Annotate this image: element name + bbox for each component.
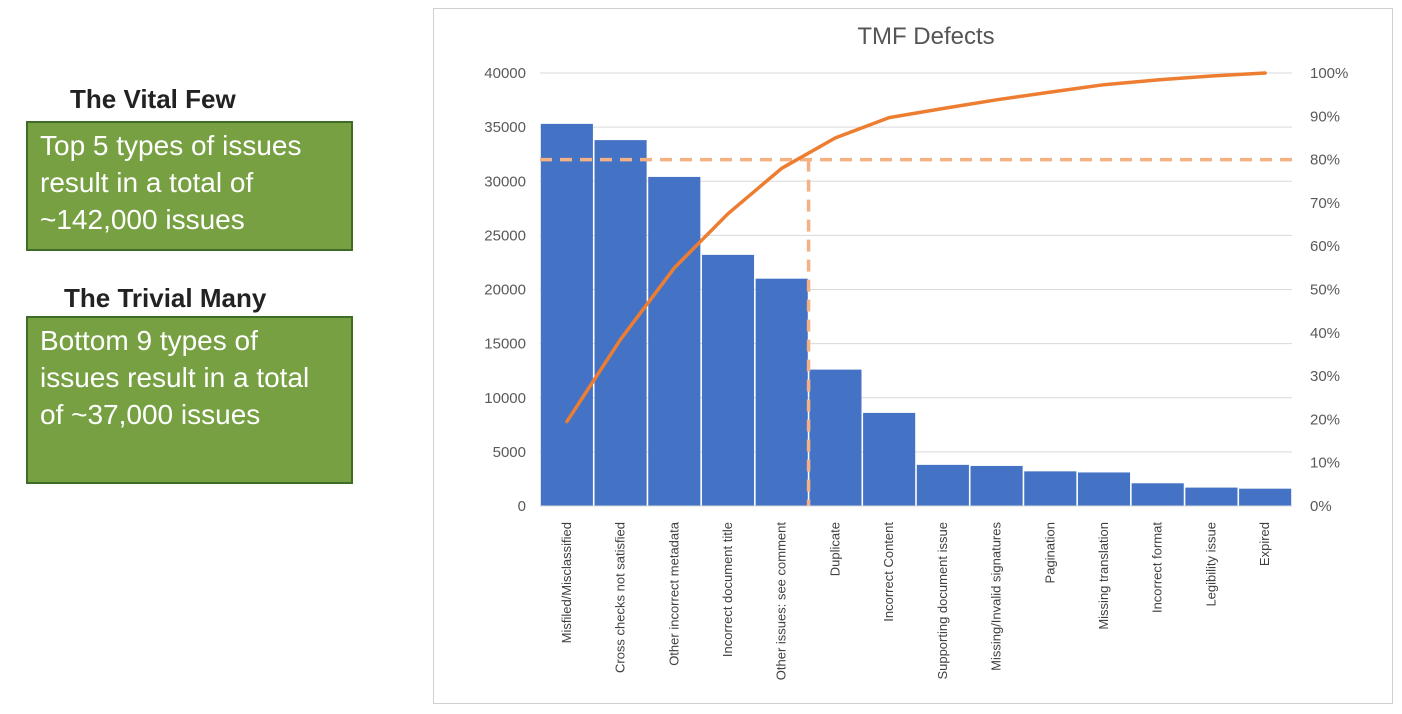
y-tick-label: 5000 bbox=[493, 444, 526, 461]
x-tick-label: Legibility issue bbox=[1203, 522, 1218, 607]
x-tick-label: Other issues: see comment bbox=[774, 522, 789, 681]
trivial-many-heading: The Trivial Many bbox=[64, 283, 267, 313]
y2-tick-label: 80% bbox=[1310, 152, 1340, 169]
bar bbox=[916, 464, 969, 506]
x-tick-label: Other incorrect metadata bbox=[666, 521, 681, 666]
bar bbox=[1131, 483, 1184, 506]
bar bbox=[594, 140, 647, 507]
y-tick-label: 20000 bbox=[484, 282, 526, 299]
trivial-many-box: Bottom 9 types of issues result in a tot… bbox=[26, 316, 353, 484]
y2-tick-label: 50% bbox=[1310, 282, 1340, 299]
y2-tick-label: 70% bbox=[1310, 195, 1340, 212]
y-tick-label: 10000 bbox=[484, 390, 526, 407]
bar bbox=[701, 254, 755, 506]
vital-few-text: Top 5 types of issues result in a total … bbox=[40, 130, 302, 235]
bar bbox=[648, 176, 701, 507]
cumulative-line bbox=[565, 71, 1267, 424]
y2-tick-label: 0% bbox=[1310, 498, 1332, 515]
x-tick-label: Incorrect document title bbox=[720, 522, 735, 657]
chart-frame: TMF Defects 0 5000 10000 15000 20000 25000 3000… bbox=[433, 8, 1393, 704]
x-tick-label: Misfiled/Misclassified bbox=[559, 522, 574, 643]
y-tick-label: 25000 bbox=[484, 227, 526, 244]
x-tick-label: Missing/Invalid signatures bbox=[989, 522, 1004, 671]
bar bbox=[1077, 472, 1131, 506]
y-tick-label: 35000 bbox=[484, 119, 526, 136]
vital-few-heading: The Vital Few bbox=[70, 84, 236, 114]
x-tick-label: Duplicate bbox=[827, 522, 842, 576]
chart-title: TMF Defects bbox=[857, 23, 994, 50]
bar bbox=[755, 278, 808, 506]
y2-tick-label: 100% bbox=[1310, 65, 1348, 82]
y-tick-label: 0 bbox=[518, 498, 526, 515]
bar bbox=[540, 123, 593, 506]
vital-few-box: Top 5 types of issues result in a total … bbox=[26, 121, 353, 251]
x-tick-label: Supporting document issue bbox=[935, 522, 950, 680]
y2-tick-label: 90% bbox=[1310, 108, 1340, 125]
y2-tick-label: 30% bbox=[1310, 368, 1340, 385]
y2-tick-label: 10% bbox=[1310, 455, 1340, 472]
y-tick-label: 30000 bbox=[484, 173, 526, 190]
bar bbox=[1185, 487, 1238, 506]
x-tick-label: Missing translation bbox=[1096, 522, 1111, 630]
bar bbox=[1239, 488, 1292, 506]
x-tick-label: Incorrect format bbox=[1150, 522, 1165, 613]
bar bbox=[809, 369, 862, 506]
bar bbox=[863, 412, 916, 506]
y2-tick-label: 40% bbox=[1310, 325, 1340, 342]
y2-tick-label: 20% bbox=[1310, 411, 1340, 428]
x-tick-label: Cross checks not satisfied bbox=[613, 522, 628, 673]
x-tick-label: Pagination bbox=[1042, 522, 1057, 583]
x-tick-label: Expired bbox=[1257, 522, 1272, 566]
bar bbox=[970, 465, 1023, 506]
pareto-chart: TMF Defects 0 5000 10000 15000 20000 25000 3000… bbox=[484, 23, 1348, 681]
y2-tick-label: 60% bbox=[1310, 238, 1340, 255]
y-tick-label: 40000 bbox=[484, 65, 526, 82]
y-tick-label: 15000 bbox=[484, 336, 526, 353]
bar bbox=[1024, 471, 1077, 506]
x-tick-label: Incorrect Content bbox=[881, 522, 896, 622]
trivial-many-text: Bottom 9 types of issues result in a tot… bbox=[40, 325, 310, 430]
